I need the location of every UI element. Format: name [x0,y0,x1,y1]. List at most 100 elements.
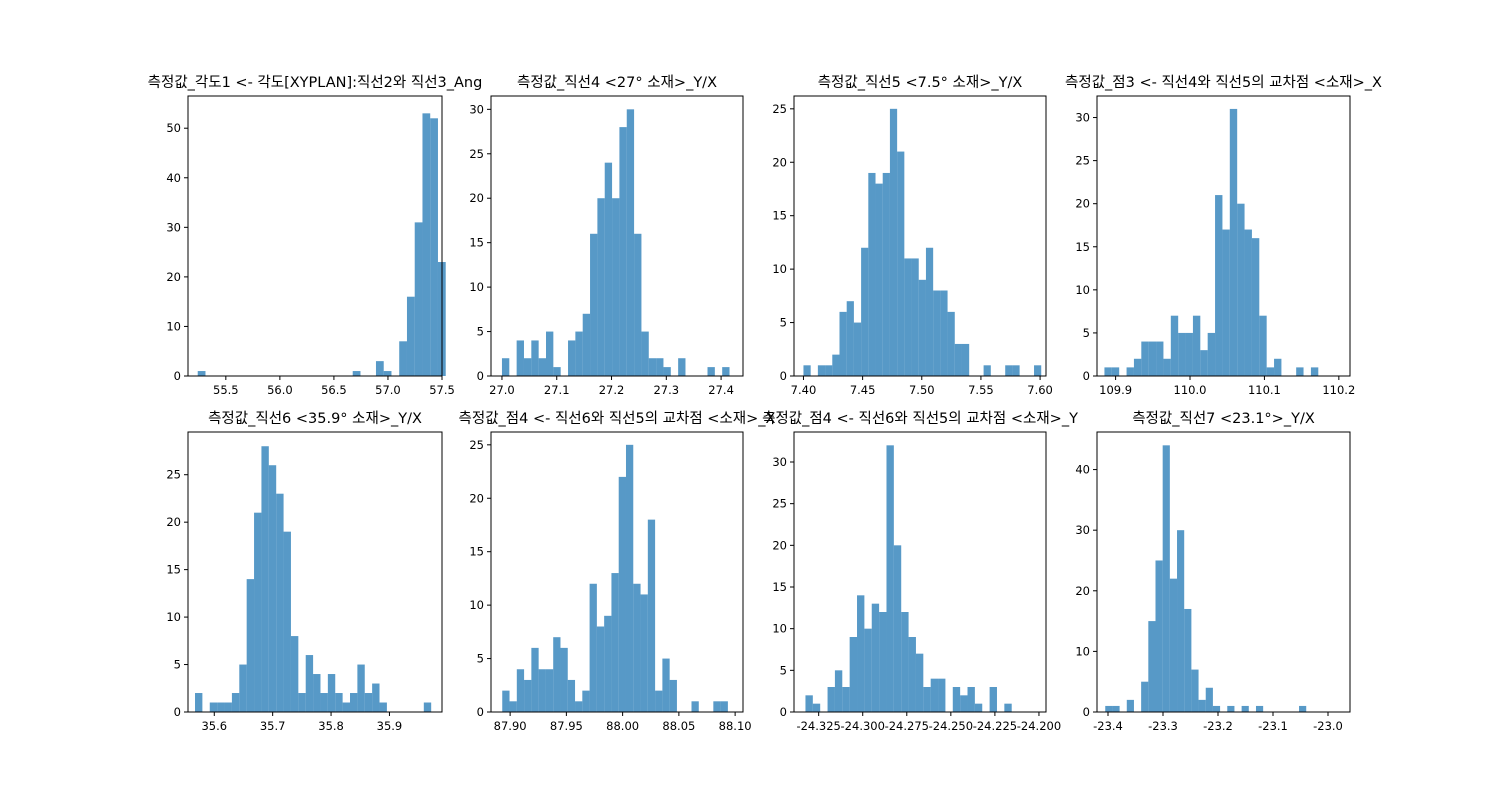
histogram-bar [669,679,677,712]
histogram-bar [918,279,926,376]
histogram-bar [523,358,532,376]
histogram-bar [952,687,961,712]
histogram-bar [1034,365,1042,376]
axes-frame [490,95,744,377]
histogram-bar [1163,358,1171,376]
y-tick-label: 0 [1083,705,1090,719]
y-tick-label: 0 [174,369,181,383]
axes-frame [187,431,443,713]
x-tick-label: 110.1 [1248,383,1281,397]
histogram-bar [864,628,872,712]
histogram-bar [406,296,415,376]
histogram-bar [1126,699,1134,712]
histogram-bar [954,343,962,376]
histogram-bar [582,313,591,376]
histogram-bar [589,583,597,712]
x-tick-label: -24.275 [885,719,929,733]
histogram-bar [640,594,648,712]
x-tick-label: 57.0 [375,383,401,397]
histogram-5: 35.6 35.7 35.8 35.9 0 5 10 15 20 25 측정값_직선6 <35.9°… [166,410,443,733]
histogram-bar [1148,341,1157,376]
histogram-bar [283,531,291,712]
histogram-bar [531,340,539,376]
chart-title: 측정값_직선4 <27° 소재>_Y/X [517,74,717,91]
histogram-bar [678,358,686,376]
y-tick-label: 5 [780,663,787,677]
histogram-bar [383,371,392,376]
histogram-bar [911,258,919,376]
histogram-bar [231,693,240,712]
chart-title: 측정값_점3 <- 직선4와 직선5의 교차점 <소재>_X [1065,74,1382,91]
histogram-bar [224,702,232,712]
histogram-bar [1215,195,1223,376]
histogram-bar [634,233,642,376]
y-tick-label: 10 [166,610,181,624]
histogram-4: 109.9 110.0 110.1 110.2 0 5 10 15 20 25 30 측정값_점3 <… [1065,74,1382,397]
histogram-bar [857,595,865,712]
histogram-bar [197,371,206,376]
x-tick-label: -23.4 [1093,719,1123,733]
histogram-bar [1227,705,1235,712]
histogram-bar [893,545,902,712]
y-tick-label: 25 [1075,154,1090,168]
histogram-bar [908,637,916,712]
axes-frame [1096,95,1351,377]
x-tick-label: 7.60 [1027,383,1053,397]
histogram-bar [375,361,384,376]
histogram-2: 27.0 27.1 27.2 27.3 27.4 0 5 10 15 20 25 30 측정값_직선4 … [469,74,744,397]
x-tick-label: -24.200 [1017,719,1061,733]
y-tick-label: 15 [469,545,484,559]
histogram-bar [871,603,880,712]
y-tick-label: 20 [166,515,181,529]
histogram-bar [618,476,626,712]
y-tick-label: 10 [166,319,181,333]
x-tick-label: 7.50 [909,383,935,397]
histogram-bar [849,637,858,712]
histogram-bar [967,687,975,712]
histogram-bar [930,678,939,712]
histogram-bar [349,693,358,712]
histogram-bar [1126,367,1134,376]
histogram-bar [268,465,277,712]
histogram-bar [327,674,336,712]
histogram-bar [1105,705,1113,712]
histogram-bar [261,446,269,712]
y-tick-label: 0 [174,705,181,719]
chart-title: 측정값_직선7 <23.1°>_Y/X [1132,410,1315,427]
axes-frame [793,95,1047,377]
x-tick-label: 88.00 [606,719,639,733]
histogram-bar [626,109,635,376]
x-tick-label: -24.300 [841,719,885,733]
y-tick-label: 30 [166,220,181,234]
y-tick-label: 10 [1075,644,1090,658]
histogram-bar [604,162,613,376]
x-tick-label: 110.2 [1322,383,1355,397]
histogram-bar [246,579,255,712]
histogram-bar [290,636,299,712]
x-tick-label: -23.0 [1313,719,1343,733]
histogram-bar [1133,358,1142,376]
y-tick-label: 15 [166,563,181,577]
histogram-bar [619,127,627,376]
histogram-bar [882,172,890,376]
histogram-bar [1155,560,1163,712]
histogram-bar [901,612,909,712]
histogram-bar [313,674,321,712]
y-tick-label: 25 [469,438,484,452]
histogram-bar [647,519,656,712]
histogram-bar [960,695,968,712]
histogram-bar [590,233,598,376]
histogram-bar [217,702,225,712]
histogram-bar [422,113,431,377]
y-tick-label: 0 [477,369,484,383]
histogram-bar [1222,229,1230,376]
y-tick-label: 15 [469,236,484,250]
histogram-bar [545,669,554,712]
histogram-bar [1148,621,1156,712]
histogram-bar [553,637,561,712]
x-tick-label: 56.0 [267,383,293,397]
histogram-bar [961,343,970,376]
x-tick-label: 35.7 [260,719,286,733]
histogram-bar [1112,705,1120,712]
histogram-bar [553,367,561,376]
